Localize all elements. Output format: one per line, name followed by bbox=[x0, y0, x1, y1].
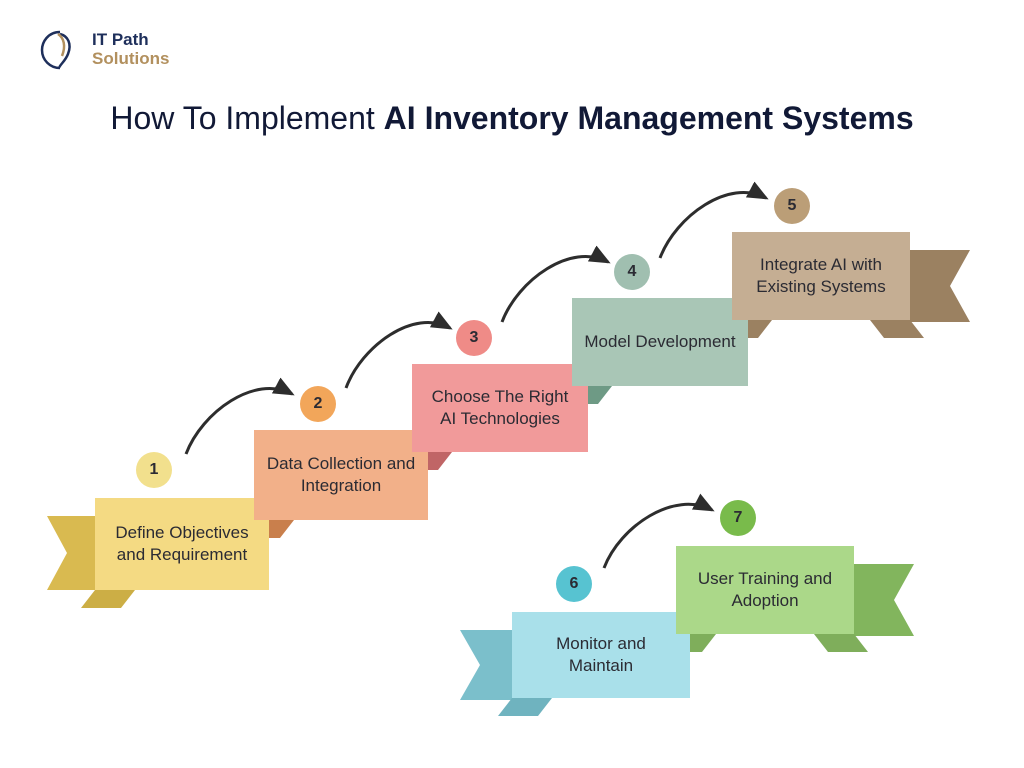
page-title: How To Implement AI Inventory Management… bbox=[0, 98, 1024, 138]
step-4-number: 4 bbox=[628, 263, 637, 281]
step-4-label: Model Development bbox=[584, 331, 735, 353]
logo-mark-icon bbox=[38, 28, 82, 72]
logo-text: IT Path Solutions bbox=[92, 31, 169, 68]
logo: IT Path Solutions bbox=[38, 28, 169, 72]
title-bold: AI Inventory Management Systems bbox=[384, 100, 914, 136]
step-7-label: User Training and Adoption bbox=[688, 568, 842, 612]
title-prefix: How To Implement bbox=[110, 100, 383, 136]
step-6-box: Monitor and Maintain bbox=[512, 612, 690, 698]
step-5-badge: 5 bbox=[774, 188, 810, 224]
step-7-badge: 7 bbox=[720, 500, 756, 536]
step-1-label: Define Objectives and Requirement bbox=[107, 522, 257, 566]
step-3-box: Choose The Right AI Technologies bbox=[412, 364, 588, 452]
step-2-label: Data Collection and Integration bbox=[266, 453, 416, 497]
step-5-number: 5 bbox=[788, 197, 797, 215]
step-5-label: Integrate AI with Existing Systems bbox=[744, 254, 898, 298]
step-1-badge: 1 bbox=[136, 452, 172, 488]
step-6-badge: 6 bbox=[556, 566, 592, 602]
logo-line2: Solutions bbox=[92, 50, 169, 69]
step-2-badge: 2 bbox=[300, 386, 336, 422]
step-4-badge: 4 bbox=[614, 254, 650, 290]
logo-line1: IT Path bbox=[92, 31, 169, 50]
step-6-label: Monitor and Maintain bbox=[524, 633, 678, 677]
step-1-number: 1 bbox=[150, 461, 159, 479]
step-6-number: 6 bbox=[570, 575, 579, 593]
step-4-box: Model Development bbox=[572, 298, 748, 386]
step-7-box: User Training and Adoption bbox=[676, 546, 854, 634]
step-1-box: Define Objectives and Requirement bbox=[95, 498, 269, 590]
step-3-badge: 3 bbox=[456, 320, 492, 356]
step-5-box: Integrate AI with Existing Systems bbox=[732, 232, 910, 320]
step-2-box: Data Collection and Integration bbox=[254, 430, 428, 520]
step-3-number: 3 bbox=[470, 329, 479, 347]
step-2-number: 2 bbox=[314, 395, 323, 413]
step-7-number: 7 bbox=[734, 509, 743, 527]
step-3-label: Choose The Right AI Technologies bbox=[424, 386, 576, 430]
